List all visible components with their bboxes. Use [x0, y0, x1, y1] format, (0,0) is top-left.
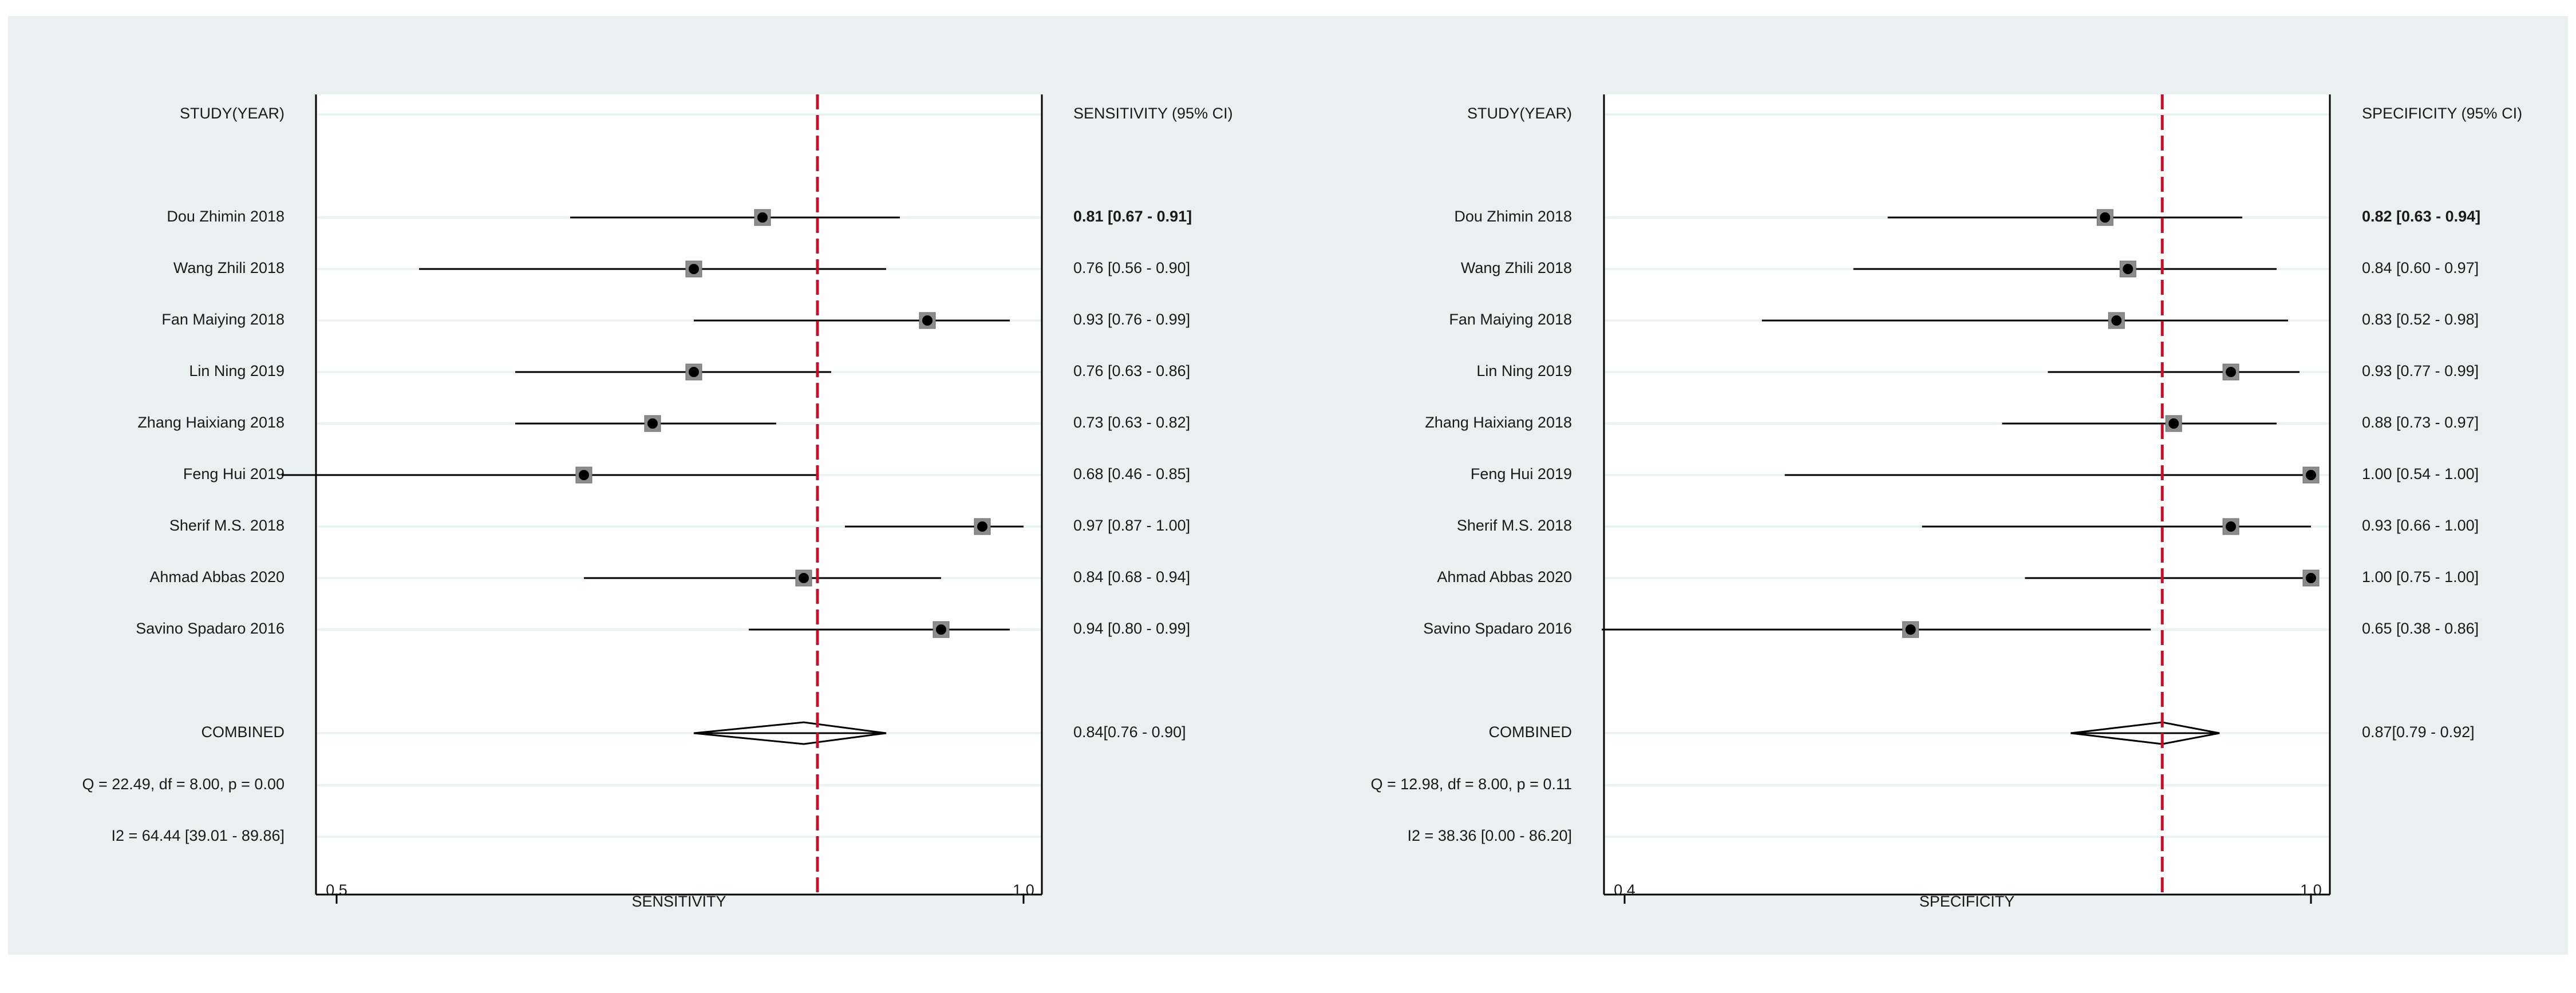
study-ci-label: 0.73 [0.63 - 0.82]: [1073, 414, 1190, 431]
study-name: Wang Zhili 2018: [1461, 259, 1572, 276]
study-name: Lin Ning 2019: [189, 362, 285, 379]
study-name: Dou Zhimin 2018: [167, 208, 285, 225]
study-name: Dou Zhimin 2018: [1454, 208, 1572, 225]
study-ci-label: 0.97 [0.87 - 1.00]: [1073, 517, 1190, 534]
estimate-point: [977, 521, 987, 532]
plot-area: [316, 94, 1042, 895]
estimate-point: [936, 624, 946, 635]
estimate-point: [647, 418, 658, 429]
estimate-point: [689, 264, 699, 274]
study-name: Savino Spadaro 2016: [1423, 620, 1572, 637]
study-ci-label: 1.00 [0.75 - 1.00]: [2362, 568, 2479, 585]
estimate-point: [757, 212, 768, 223]
study-ci-label: 0.76 [0.56 - 0.90]: [1073, 259, 1190, 276]
study-name: Fan Maiying 2018: [1449, 311, 1572, 328]
study-name: Ahmad Abbas 2020: [149, 568, 285, 585]
study-name: Savino Spadaro 2016: [136, 620, 285, 637]
study-ci-label: 0.81 [0.67 - 0.91]: [1073, 208, 1192, 225]
combined-ci-label: 0.87[0.79 - 0.92]: [2362, 723, 2475, 741]
study-ci-label: 0.93 [0.66 - 1.00]: [2362, 517, 2479, 534]
estimate-point: [2226, 367, 2237, 377]
study-name: Fan Maiying 2018: [161, 311, 285, 328]
study-ci-label: 0.94 [0.80 - 0.99]: [1073, 620, 1190, 637]
study-column-header: STUDY(YEAR): [180, 105, 285, 122]
study-ci-label: 0.76 [0.63 - 0.86]: [1073, 362, 1190, 379]
study-name: Sherif M.S. 2018: [169, 517, 285, 534]
study-ci-label: 0.88 [0.73 - 0.97]: [2362, 414, 2479, 431]
combined-label: COMBINED: [201, 723, 285, 741]
estimate-point: [2111, 315, 2122, 326]
study-name: Zhang Haixiang 2018: [137, 414, 285, 431]
forest-panel-0: 0.5 1.0 SENSITIVITY STUDY(YEAR) SENSITIVITY …: [82, 94, 1233, 910]
study-ci-label: 0.82 [0.63 - 0.94]: [2362, 208, 2480, 225]
estimate-box: [919, 312, 936, 329]
estimate-point: [2168, 418, 2179, 429]
estimate-point: [922, 315, 933, 326]
study-ci-label: 0.84 [0.60 - 0.97]: [2362, 259, 2479, 276]
estimate-point: [2123, 264, 2134, 274]
heterogeneity-q-stat: Q = 22.49, df = 8.00, p = 0.00: [82, 776, 285, 793]
study-ci-label: 0.84 [0.68 - 0.94]: [1073, 568, 1190, 585]
study-ci-label: 0.93 [0.77 - 0.99]: [2362, 362, 2479, 379]
combined-label: COMBINED: [1488, 723, 1572, 741]
x-tick-label: 1.0: [1013, 881, 1034, 899]
study-name: Ahmad Abbas 2020: [1437, 568, 1572, 585]
heterogeneity-q-stat: Q = 12.98, df = 8.00, p = 0.11: [1370, 776, 1572, 793]
combined-ci-label: 0.84[0.76 - 0.90]: [1073, 723, 1186, 741]
x-tick-label: 1.0: [2300, 881, 2322, 899]
x-tick-label: 0.5: [326, 881, 347, 899]
estimate-point: [689, 367, 699, 377]
x-tick-label: 0.4: [1614, 881, 1635, 899]
x-axis-title: SPECIFICITY: [1919, 893, 2015, 910]
ci-column-header: SENSITIVITY (95% CI): [1073, 105, 1233, 122]
study-ci-label: 0.68 [0.46 - 0.85]: [1073, 465, 1190, 482]
study-ci-label: 1.00 [0.54 - 1.00]: [2362, 465, 2479, 482]
estimate-point: [2306, 573, 2316, 583]
study-name: Feng Hui 2019: [1471, 465, 1572, 482]
heterogeneity-i2-stat: I2 = 64.44 [39.01 - 89.86]: [112, 827, 285, 844]
study-name: Feng Hui 2019: [183, 465, 285, 482]
estimate-point: [799, 573, 809, 583]
plot-area: [1604, 94, 2330, 895]
study-name: Zhang Haixiang 2018: [1425, 414, 1572, 431]
study-ci-label: 0.65 [0.38 - 0.86]: [2362, 620, 2479, 637]
study-name: Wang Zhili 2018: [173, 259, 285, 276]
ci-column-header: SPECIFICITY (95% CI): [2362, 105, 2522, 122]
heterogeneity-i2-stat: I2 = 38.36 [0.00 - 86.20]: [1408, 827, 1572, 844]
estimate-point: [579, 470, 589, 480]
estimate-point: [2100, 212, 2111, 223]
x-axis-title: SENSITIVITY: [631, 893, 726, 910]
estimate-point: [1905, 624, 1916, 635]
study-column-header: STUDY(YEAR): [1467, 105, 1572, 122]
study-ci-label: 0.83 [0.52 - 0.98]: [2362, 311, 2479, 328]
study-name: Sherif M.S. 2018: [1457, 517, 1572, 534]
study-name: Lin Ning 2019: [1476, 362, 1572, 379]
study-ci-label: 0.93 [0.76 - 0.99]: [1073, 311, 1190, 328]
estimate-point: [2306, 470, 2316, 480]
forest-panel-1: 0.4 1.0 SPECIFICITY STUDY(YEAR) SPECIFICITY …: [1370, 94, 2522, 910]
estimate-point: [2226, 521, 2237, 532]
